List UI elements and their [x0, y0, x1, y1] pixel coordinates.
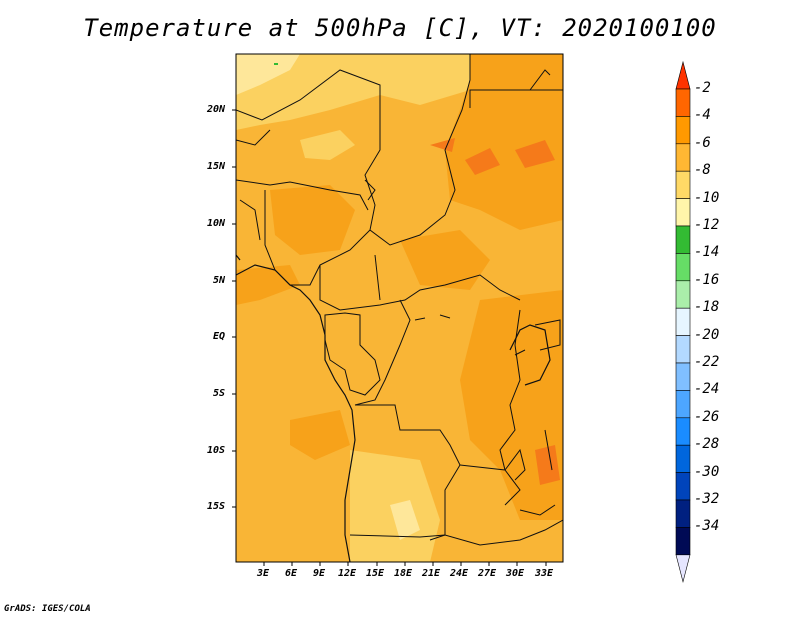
- lon-label-18e: 18E: [394, 568, 413, 579]
- colorbar-label: -16: [694, 271, 720, 288]
- colorbar-box: [675, 527, 691, 556]
- colorbar-label: -14: [694, 244, 720, 261]
- cool-region-north: [236, 54, 470, 130]
- warm-region-sudan: [445, 54, 563, 230]
- lon-label-24e: 24E: [450, 568, 469, 579]
- hot-patch-2: [515, 140, 555, 168]
- colorbar-label: -26: [694, 408, 720, 425]
- colorbar-box: [675, 88, 691, 117]
- colorbar-label: -30: [694, 463, 720, 480]
- lon-label-12e: 12E: [338, 568, 357, 579]
- lat-tick-marks: [232, 109, 236, 508]
- lat-label-15s: 15S: [207, 501, 226, 512]
- lon-label-33e: 33E: [535, 568, 554, 579]
- lon-label-3e: 3E: [257, 568, 270, 579]
- warm-region-nigeria: [270, 185, 355, 255]
- colorbar-box: [675, 499, 691, 528]
- colorbar-label: -34: [694, 518, 720, 535]
- lat-label-eq: EQ: [213, 331, 226, 342]
- lat-label-5s: 5S: [213, 388, 226, 399]
- colorbar-cap-top: [675, 60, 691, 90]
- cooler-region-south: [390, 500, 420, 540]
- lat-label-10n: 10N: [207, 218, 226, 229]
- colorbar-label: -18: [694, 299, 720, 316]
- lon-label-30e: 30E: [506, 568, 525, 579]
- colorbar-box: [675, 170, 691, 199]
- lon-label-21e: 21E: [422, 568, 441, 579]
- colorbar-box: [675, 417, 691, 446]
- lat-label-10s: 10S: [207, 445, 226, 456]
- colorbar-box: [675, 198, 691, 227]
- lon-label-6e: 6E: [285, 568, 298, 579]
- colorbar-box: [675, 362, 691, 391]
- colorbar-box: [675, 444, 691, 473]
- colorbar-label: -8: [694, 162, 711, 179]
- colorbar-cap-bottom: [675, 554, 691, 583]
- colorbar-label: -28: [694, 436, 720, 453]
- lat-label-5n: 5N: [213, 275, 226, 286]
- lon-label-9e: 9E: [313, 568, 326, 579]
- colorbar-box: [675, 253, 691, 282]
- lat-label-20n: 20N: [207, 104, 226, 115]
- map-title: Temperature at 500hPa [C], VT: 202010010…: [83, 14, 717, 42]
- colorbar-label: -22: [694, 354, 720, 370]
- cooler-region-north: [236, 54, 300, 95]
- colorbar-label: -20: [694, 326, 720, 343]
- lat-label-15n: 15N: [207, 161, 226, 172]
- footer-credit: GrADS: IGES/COLA: [4, 604, 91, 614]
- country-borders: [236, 54, 563, 546]
- hot-patch-4: [535, 445, 560, 485]
- map-area: [235, 53, 564, 563]
- colorbar-label: -32: [694, 491, 720, 507]
- lon-tick-marks: [263, 562, 547, 566]
- warm-region-gulf: [236, 265, 300, 305]
- lon-label-15e: 15E: [366, 568, 385, 579]
- colorbar-box: [675, 225, 691, 254]
- colorbar: [675, 60, 691, 583]
- lon-label-27e: 27E: [478, 568, 497, 579]
- colorbar-label: -6: [694, 134, 711, 151]
- colorbar-label: -24: [694, 381, 720, 398]
- colorbar-box: [675, 280, 691, 309]
- hot-patch-1: [465, 148, 500, 175]
- coastlines: [236, 254, 551, 562]
- colorbar-box: [675, 307, 691, 336]
- green-dot: [274, 63, 278, 65]
- colorbar-label: -12: [694, 217, 720, 233]
- colorbar-label: -4: [694, 107, 711, 124]
- cool-patch-sahara: [300, 130, 355, 160]
- colorbar-box: [675, 335, 691, 364]
- colorbar-box: [675, 390, 691, 419]
- map-frame: [235, 53, 564, 563]
- colorbar-box: [675, 116, 691, 145]
- colorbar-label: -10: [694, 189, 720, 206]
- warm-region-car: [400, 230, 490, 290]
- colorbar-label: -2: [694, 80, 711, 96]
- colorbar-box: [675, 472, 691, 501]
- colorbar-box: [675, 143, 691, 172]
- warm-region-angola: [290, 410, 350, 460]
